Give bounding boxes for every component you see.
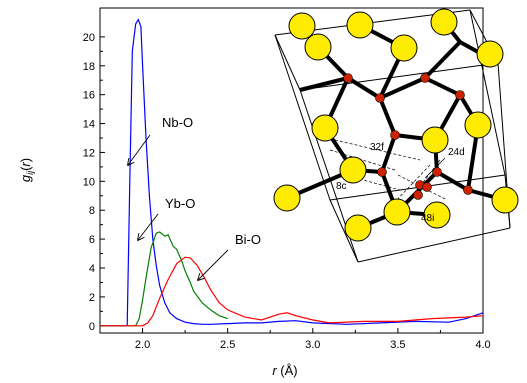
cation-atom — [464, 111, 492, 139]
cation-atom — [311, 114, 339, 142]
bond — [424, 76, 461, 97]
x-tick-label: 2.0 — [135, 339, 150, 351]
x-tick-label: 2.5 — [220, 339, 235, 351]
y-tick-label: 8 — [89, 205, 95, 217]
annotation-yb-o: Yb-O — [165, 196, 195, 211]
cation-atom — [339, 156, 367, 184]
cation-atom — [491, 186, 519, 214]
annotation-nb-o: Nb-O — [162, 115, 193, 130]
bond — [435, 170, 470, 192]
site-label-8c: 8c — [336, 181, 347, 192]
bond — [346, 76, 382, 100]
oxygen-atom — [420, 73, 430, 83]
y-tick-label: 0 — [89, 321, 95, 333]
y-tick-label: 12 — [83, 147, 95, 159]
y-tick-label: 16 — [83, 90, 95, 102]
x-tick-label: 4.0 — [475, 339, 490, 351]
oxygen-atom — [390, 130, 400, 140]
cation-atom — [304, 33, 332, 61]
plot-area: 2.0 2.5 3.0 3.5 4.0 0 2 4 6 8 10 12 14 16 18 20 Nb-O Yb… — [18, 7, 491, 378]
oxygen-atom — [432, 167, 442, 177]
cation-atom — [273, 184, 301, 212]
y-tick-label: 4 — [89, 263, 95, 275]
cation-atom — [288, 12, 316, 40]
oxygen-atom — [343, 73, 353, 83]
series-line-bi-o — [100, 256, 484, 327]
cube-edge — [329, 199, 359, 263]
cube-edge — [299, 62, 499, 91]
site-dashed-line — [334, 139, 421, 161]
cation-atom — [421, 126, 449, 154]
cube-edge — [274, 34, 301, 91]
cation-atom — [430, 8, 458, 36]
oxygen-atom — [455, 90, 465, 100]
y-axis-label: gij(r) — [18, 158, 35, 182]
bond — [378, 97, 397, 136]
site-dashed-line — [391, 164, 431, 206]
cube-edge — [469, 9, 506, 176]
y-tick-label: 10 — [83, 176, 95, 188]
annotation-bi-o: Bi-O — [235, 232, 261, 247]
y-ticks: 0 2 4 6 8 10 12 14 16 18 20 — [83, 32, 105, 333]
cation-atom — [344, 214, 372, 242]
oxygen-atom — [377, 167, 387, 177]
series-line-yb-o — [100, 231, 228, 327]
site-label-24d: 24d — [448, 147, 465, 158]
x-ticks: 2.0 2.5 3.0 3.5 4.0 — [99, 328, 491, 351]
series-line-nb-o — [100, 18, 484, 327]
oxygen-atom — [422, 182, 432, 192]
cation-atom — [346, 11, 374, 39]
site-dashed-line — [344, 174, 401, 191]
oxygen-atom — [463, 185, 473, 195]
x-axis-label: r (Å) — [272, 363, 297, 378]
y-tick-label: 6 — [89, 234, 95, 246]
plot-frame — [99, 7, 484, 334]
site-dashed-line — [329, 149, 396, 171]
series-lines — [100, 18, 484, 327]
bond — [423, 40, 462, 80]
cube-edge — [274, 34, 331, 201]
bond — [379, 76, 426, 100]
y-tick-label: 20 — [83, 32, 95, 44]
annotation-arrow — [138, 213, 159, 240]
annotation-arrow — [198, 249, 229, 280]
crystal-structure-inset: 32f 8c 48i 24d — [273, 8, 519, 263]
x-tick-label: 3.5 — [390, 339, 405, 351]
site-label-32f: 32f — [370, 142, 384, 153]
bond — [380, 134, 397, 173]
cation-atom — [476, 40, 504, 68]
cation-atom — [383, 198, 411, 226]
x-tick-label: 3.0 — [305, 339, 320, 351]
cation-atom — [423, 201, 451, 229]
site-label-48i: 48i — [421, 213, 434, 224]
cube-edge — [357, 227, 511, 263]
y-tick-label: 18 — [83, 61, 95, 73]
oxygen-atom — [413, 190, 423, 200]
annotations: Nb-O Yb-O Bi-O — [128, 115, 261, 280]
annotation-arrow — [128, 134, 151, 165]
bond — [299, 76, 349, 92]
y-tick-label: 2 — [89, 292, 95, 304]
site-pointer — [424, 157, 446, 179]
y-tick-label: 14 — [83, 119, 95, 131]
cation-atom — [390, 34, 418, 62]
oxygen-atom — [375, 93, 385, 103]
